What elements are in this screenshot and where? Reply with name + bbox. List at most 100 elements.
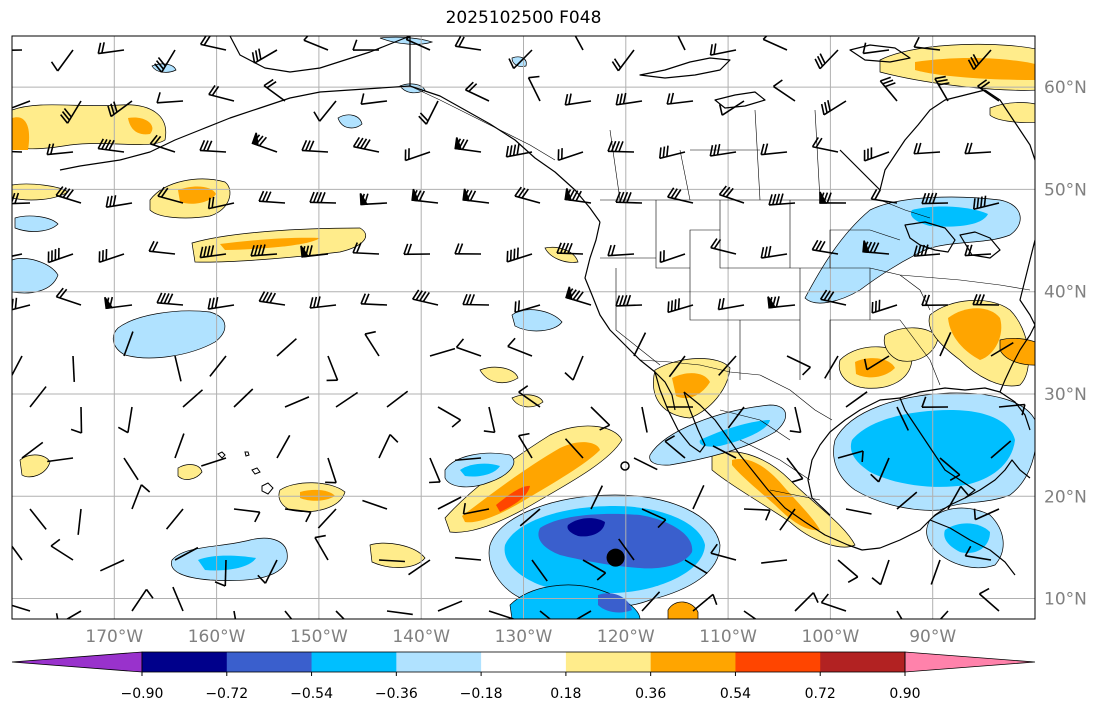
wind-barb: [359, 193, 388, 206]
wind-barb: [233, 610, 237, 619]
wind-barb: [667, 187, 694, 204]
longitude-labels: 170°W 160°W 150°W 140°W 130°W 120°W 110°W 100°W…: [85, 627, 956, 647]
shade-14n-138w: [369, 542, 426, 568]
wind-barb: [55, 287, 82, 306]
wind-barb: [964, 545, 992, 561]
colorbar-extend-low: [11, 651, 143, 673]
storm-center-marker: [606, 548, 625, 567]
longitude-label: 140°W: [392, 627, 450, 647]
wind-barb: [615, 191, 643, 204]
wind-barb: [814, 49, 839, 70]
shade-blue-bc-coast: [337, 114, 363, 129]
map-title: 2025102500 F048: [445, 8, 602, 28]
wind-barb: [148, 240, 176, 255]
shade-great-lakes-core: [910, 206, 988, 227]
wind-barb: [862, 42, 890, 55]
wind-barb: [772, 79, 796, 102]
shade-offshore-small-1: [479, 366, 519, 384]
wind-barb: [411, 188, 439, 204]
shade-hawaii-west: [19, 454, 51, 478]
wind-barb: [154, 49, 176, 73]
colorbar-segment: [735, 652, 821, 672]
political-borders: [409, 85, 1031, 501]
wind-barb: [314, 534, 329, 561]
wind-barb: [939, 457, 961, 481]
colorbar-tick-label: −0.54: [290, 686, 333, 702]
shade-blue-22n-135w-core: [460, 463, 500, 477]
wind-barb: [284, 396, 310, 408]
shade-mexico-west-core: [732, 459, 820, 531]
wind-barb: [517, 432, 533, 459]
wind-barb: [870, 188, 898, 204]
colorbar-tick-label: −0.90: [121, 686, 164, 702]
wind-barb: [263, 78, 286, 102]
wind-barb: [284, 508, 312, 523]
wind-barb: [879, 76, 898, 102]
wind-barb: [100, 559, 125, 572]
colorbar-frame: [141, 651, 906, 673]
wind-barb: [505, 143, 533, 158]
shade-aleutian-west: [12, 104, 167, 150]
wind-barb: [973, 508, 1000, 521]
colorbar-segment: [650, 652, 736, 672]
wind-barb: [21, 441, 44, 459]
shade-subtropical-band-core: [462, 442, 600, 523]
wind-barb: [437, 600, 463, 612]
wind-barb: [762, 36, 788, 51]
wind-barb: [913, 244, 941, 257]
wind-barb: [156, 92, 184, 104]
wind-barb: [362, 499, 388, 510]
coast-alaska-south: [119, 85, 601, 223]
wind-barb: [257, 559, 278, 584]
wind-barb: [207, 196, 235, 210]
wind-barb: [615, 92, 643, 106]
wind-barb: [364, 330, 380, 357]
wind-barb: [607, 244, 635, 257]
wind-barb: [309, 296, 337, 309]
wind-barb: [837, 559, 859, 583]
wind-barb: [352, 136, 380, 153]
wind-barb: [70, 406, 83, 434]
wind-barb: [514, 186, 541, 204]
shade-oregon-coast: [544, 246, 579, 263]
wind-barb: [455, 556, 482, 561]
colorbar-tick-label: 0.54: [720, 686, 751, 702]
wind-barb: [565, 286, 592, 306]
wind-barb: [779, 508, 796, 531]
colorbar: [11, 651, 1036, 673]
shade-blue-top-1: [379, 36, 434, 45]
wind-barb: [964, 244, 992, 257]
wind-barb: [77, 508, 82, 535]
wind-barb: [429, 347, 456, 357]
wind-barb: [199, 140, 227, 153]
wind-barb: [46, 143, 74, 156]
wind-barb: [276, 338, 297, 357]
wind-barb: [564, 355, 584, 381]
colorbar-tick-label: 0.36: [635, 686, 666, 702]
wind-barb: [251, 48, 278, 64]
wind-barb: [896, 610, 903, 619]
wind-barb: [208, 85, 235, 102]
wind-barb: [618, 538, 635, 561]
wind-barb: [233, 508, 261, 523]
wind-barb: [575, 610, 592, 619]
map-area: [12, 36, 1035, 619]
wind-barb: [921, 396, 949, 408]
wind-barb: [641, 591, 661, 612]
wind-barb: [98, 248, 125, 264]
colorbar-tick-label: 0.90: [889, 686, 920, 702]
wind-barb: [767, 296, 796, 309]
wind-barb: [131, 484, 151, 510]
wind-barb: [692, 485, 705, 510]
coast-arctic-1: [639, 57, 731, 79]
longitude-label: 110°W: [699, 627, 757, 647]
wind-barb: [454, 137, 482, 153]
latitude-label: 20°N: [1044, 487, 1087, 507]
shade-band-45n-core: [220, 237, 320, 250]
wind-barb: [659, 250, 686, 264]
wind-barb: [760, 245, 788, 259]
wind-barb: [692, 593, 718, 612]
coast-arctic-2: [714, 91, 766, 109]
colorbar-segment: [226, 652, 313, 672]
colorbar-segment: [311, 652, 397, 672]
